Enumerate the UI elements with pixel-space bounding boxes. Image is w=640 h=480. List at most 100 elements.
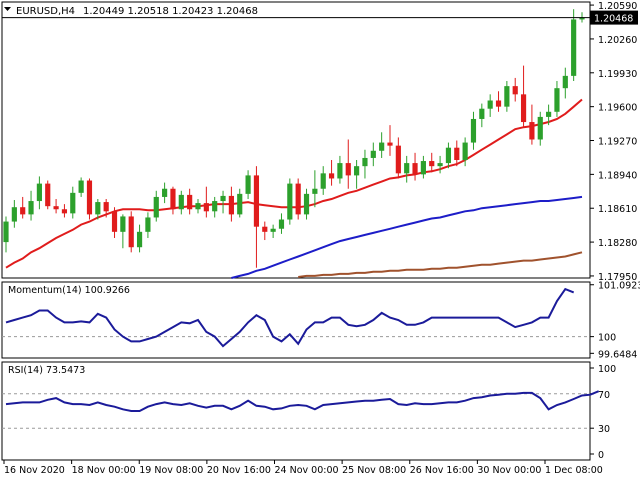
candle <box>512 77 518 102</box>
candle <box>195 198 201 214</box>
candle <box>487 94 493 117</box>
candle <box>136 224 143 253</box>
momentum-label: Momentum(14) 100.9266 <box>8 285 130 296</box>
pane-border <box>1 361 591 461</box>
candle <box>429 152 435 173</box>
momentum-pane: 101.0923 100 99.6484 <box>1 281 640 360</box>
candle <box>212 196 218 218</box>
candle <box>170 186 176 215</box>
candle-body <box>120 216 126 232</box>
candle <box>387 125 393 156</box>
candle-body <box>145 217 151 232</box>
candle-body <box>262 226 268 232</box>
candle-body <box>312 188 318 194</box>
candle <box>187 188 193 215</box>
candle-body <box>3 221 9 243</box>
time-axis-label: 20 Nov 16:00 <box>207 465 271 476</box>
candle <box>571 9 577 82</box>
candle-body <box>128 216 134 248</box>
main-price-pane: 1.20590 1.20260 1.19930 1.19600 1.19270 1.189… <box>1 1 638 283</box>
momentum-line <box>5 287 575 348</box>
symbol-timeframe: EURUSD,H4 <box>16 6 75 17</box>
candle-body <box>245 175 251 194</box>
candle-body <box>354 166 360 176</box>
candle-body <box>571 19 577 76</box>
candle <box>3 216 9 253</box>
candle-body <box>420 161 426 175</box>
candle-body <box>379 142 385 151</box>
candle <box>111 207 118 238</box>
candle <box>145 212 151 238</box>
current-price-label: 1.20468 <box>594 14 633 25</box>
candle-body <box>136 231 143 248</box>
candle-body <box>195 203 201 210</box>
rsi-axis-label: 30 <box>598 424 610 435</box>
candle <box>437 155 443 174</box>
candle <box>554 81 560 117</box>
price-axis-label: 1.19930 <box>598 69 637 80</box>
candle-body <box>579 17 585 20</box>
candle <box>253 166 260 268</box>
candle-body <box>462 142 468 161</box>
candle-body <box>529 122 535 140</box>
time-axis-label: 30 Nov 00:00 <box>477 465 541 476</box>
candle-body <box>387 142 393 146</box>
candle <box>61 204 68 218</box>
price-axis-label: 1.18940 <box>598 170 637 181</box>
time-axis-label: 26 Nov 16:00 <box>410 465 474 476</box>
candle-body <box>212 201 218 212</box>
candle-body <box>303 193 310 215</box>
candle <box>203 186 209 218</box>
candle-body <box>187 194 193 210</box>
moving-average-mid-line <box>231 195 583 279</box>
candle <box>262 221 268 241</box>
ohlc-values: 1.20449 1.20518 1.20423 1.20468 <box>83 6 258 17</box>
candle-body <box>554 88 560 112</box>
candle <box>312 170 318 208</box>
candle <box>270 224 276 238</box>
candle-body <box>504 86 510 107</box>
candle <box>237 188 243 218</box>
time-axis: 16 Nov 2020 18 Nov 00:00 19 Nov 08:00 20 No… <box>3 460 603 476</box>
pane-border <box>1 281 591 359</box>
dropdown-triangle-icon[interactable] <box>4 7 11 11</box>
price-axis-label: 1.17950 <box>598 272 637 283</box>
candle-body <box>28 201 34 215</box>
candle-body <box>153 196 159 218</box>
momentum-axis-label: 100 <box>598 333 616 344</box>
candle-body <box>278 219 285 229</box>
candle <box>245 170 251 199</box>
candle-body <box>220 195 226 202</box>
rsi-line <box>5 390 600 412</box>
price-axis-label: 1.18610 <box>598 204 637 215</box>
candle <box>529 104 535 145</box>
candle-body <box>170 188 176 210</box>
time-axis-label: 16 Nov 2020 <box>4 465 65 476</box>
time-axis-label: 18 Nov 00:00 <box>72 465 136 476</box>
candle <box>470 111 477 150</box>
price-axis-label: 1.19270 <box>598 137 637 148</box>
candle <box>86 178 93 220</box>
candle-body <box>78 180 84 193</box>
candle <box>78 177 84 197</box>
candle-body <box>36 183 42 202</box>
time-axis-label: 19 Nov 08:00 <box>139 465 203 476</box>
candle <box>320 166 326 195</box>
candle-body <box>61 209 68 214</box>
candle <box>520 65 527 128</box>
candle-body <box>20 207 26 215</box>
candle-body <box>45 183 51 207</box>
candle <box>546 104 552 126</box>
candle-body <box>345 163 351 176</box>
candle-body <box>412 163 418 175</box>
price-axis-label: 1.19600 <box>598 103 637 114</box>
momentum-axis-label: 101.0923 <box>598 281 640 292</box>
chart-header: EURUSD,H4 1.20449 1.20518 1.20423 1.2046… <box>4 6 258 17</box>
candle <box>153 190 159 222</box>
candle <box>36 176 42 210</box>
candle-body <box>546 111 552 117</box>
candle-body <box>404 163 410 174</box>
candle <box>562 67 568 99</box>
candle-body <box>270 228 276 232</box>
